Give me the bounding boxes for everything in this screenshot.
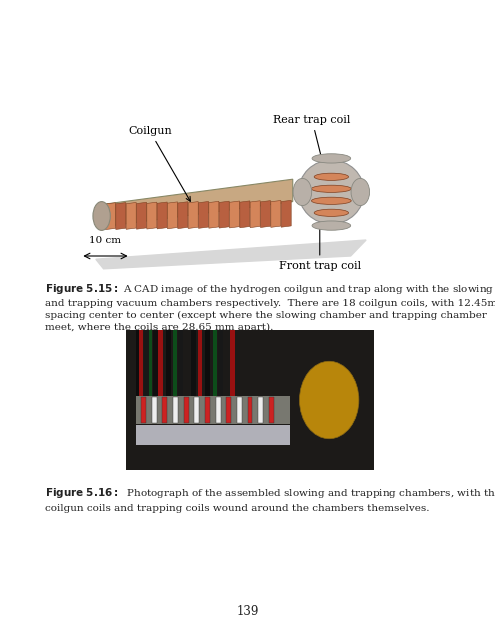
Ellipse shape — [298, 160, 364, 224]
Ellipse shape — [299, 361, 359, 439]
Ellipse shape — [314, 209, 348, 216]
Polygon shape — [209, 202, 219, 228]
Bar — [151, 397, 156, 422]
Polygon shape — [230, 201, 240, 228]
Bar — [216, 397, 221, 422]
Polygon shape — [96, 240, 366, 269]
Bar — [205, 397, 210, 422]
Polygon shape — [240, 201, 250, 228]
Text: $\bf{Figure\ 5.16:}$  Photograph of the assembled slowing and trapping chambers,: $\bf{Figure\ 5.16:}$ Photograph of the a… — [45, 486, 495, 513]
Polygon shape — [99, 179, 293, 227]
Bar — [178, 330, 183, 403]
Polygon shape — [260, 200, 271, 227]
Bar — [237, 397, 242, 422]
Bar — [139, 330, 143, 407]
Bar — [144, 330, 149, 403]
Bar — [194, 397, 199, 422]
Bar — [148, 330, 152, 404]
Bar — [136, 426, 290, 445]
Polygon shape — [178, 202, 188, 228]
Bar — [173, 330, 177, 404]
Polygon shape — [219, 201, 229, 228]
Bar — [153, 330, 159, 403]
Bar — [134, 330, 140, 403]
Text: Front trap coil: Front trap coil — [279, 221, 361, 271]
Polygon shape — [271, 200, 281, 227]
Bar — [136, 396, 290, 424]
Bar — [258, 397, 263, 422]
Polygon shape — [167, 202, 178, 228]
Ellipse shape — [293, 179, 312, 205]
Ellipse shape — [312, 221, 350, 230]
Bar — [173, 397, 178, 422]
Polygon shape — [157, 202, 167, 229]
Ellipse shape — [312, 154, 350, 163]
Bar — [230, 330, 235, 407]
Bar — [218, 330, 223, 403]
Bar — [166, 330, 171, 403]
Ellipse shape — [311, 185, 351, 193]
Polygon shape — [137, 202, 147, 229]
Text: Coilgun: Coilgun — [128, 126, 191, 202]
Polygon shape — [105, 203, 115, 230]
Text: Rear trap coil: Rear trap coil — [273, 115, 351, 163]
Text: 10 cm: 10 cm — [90, 236, 121, 245]
Bar — [198, 330, 202, 407]
Bar — [141, 397, 146, 422]
Bar — [269, 397, 274, 422]
Polygon shape — [281, 200, 291, 227]
Ellipse shape — [311, 197, 351, 204]
Polygon shape — [116, 203, 126, 230]
Polygon shape — [198, 202, 208, 228]
Ellipse shape — [93, 202, 110, 230]
Ellipse shape — [351, 179, 370, 205]
Bar — [226, 397, 231, 422]
Bar — [126, 330, 136, 470]
Bar — [205, 330, 210, 403]
Ellipse shape — [314, 173, 348, 180]
Text: $\bf{Figure\ 5.15:}$ A CAD image of the hydrogen coilgun and trap along with the: $\bf{Figure\ 5.15:}$ A CAD image of the … — [45, 282, 495, 332]
Bar — [158, 330, 163, 407]
Polygon shape — [250, 201, 260, 228]
Bar — [248, 397, 252, 422]
Bar — [126, 445, 374, 470]
Bar — [184, 397, 189, 422]
Polygon shape — [147, 202, 157, 229]
Bar — [191, 330, 196, 403]
Text: 139: 139 — [236, 605, 259, 618]
Polygon shape — [126, 202, 136, 229]
Bar — [213, 330, 217, 404]
Bar — [162, 397, 167, 422]
Polygon shape — [188, 202, 198, 228]
